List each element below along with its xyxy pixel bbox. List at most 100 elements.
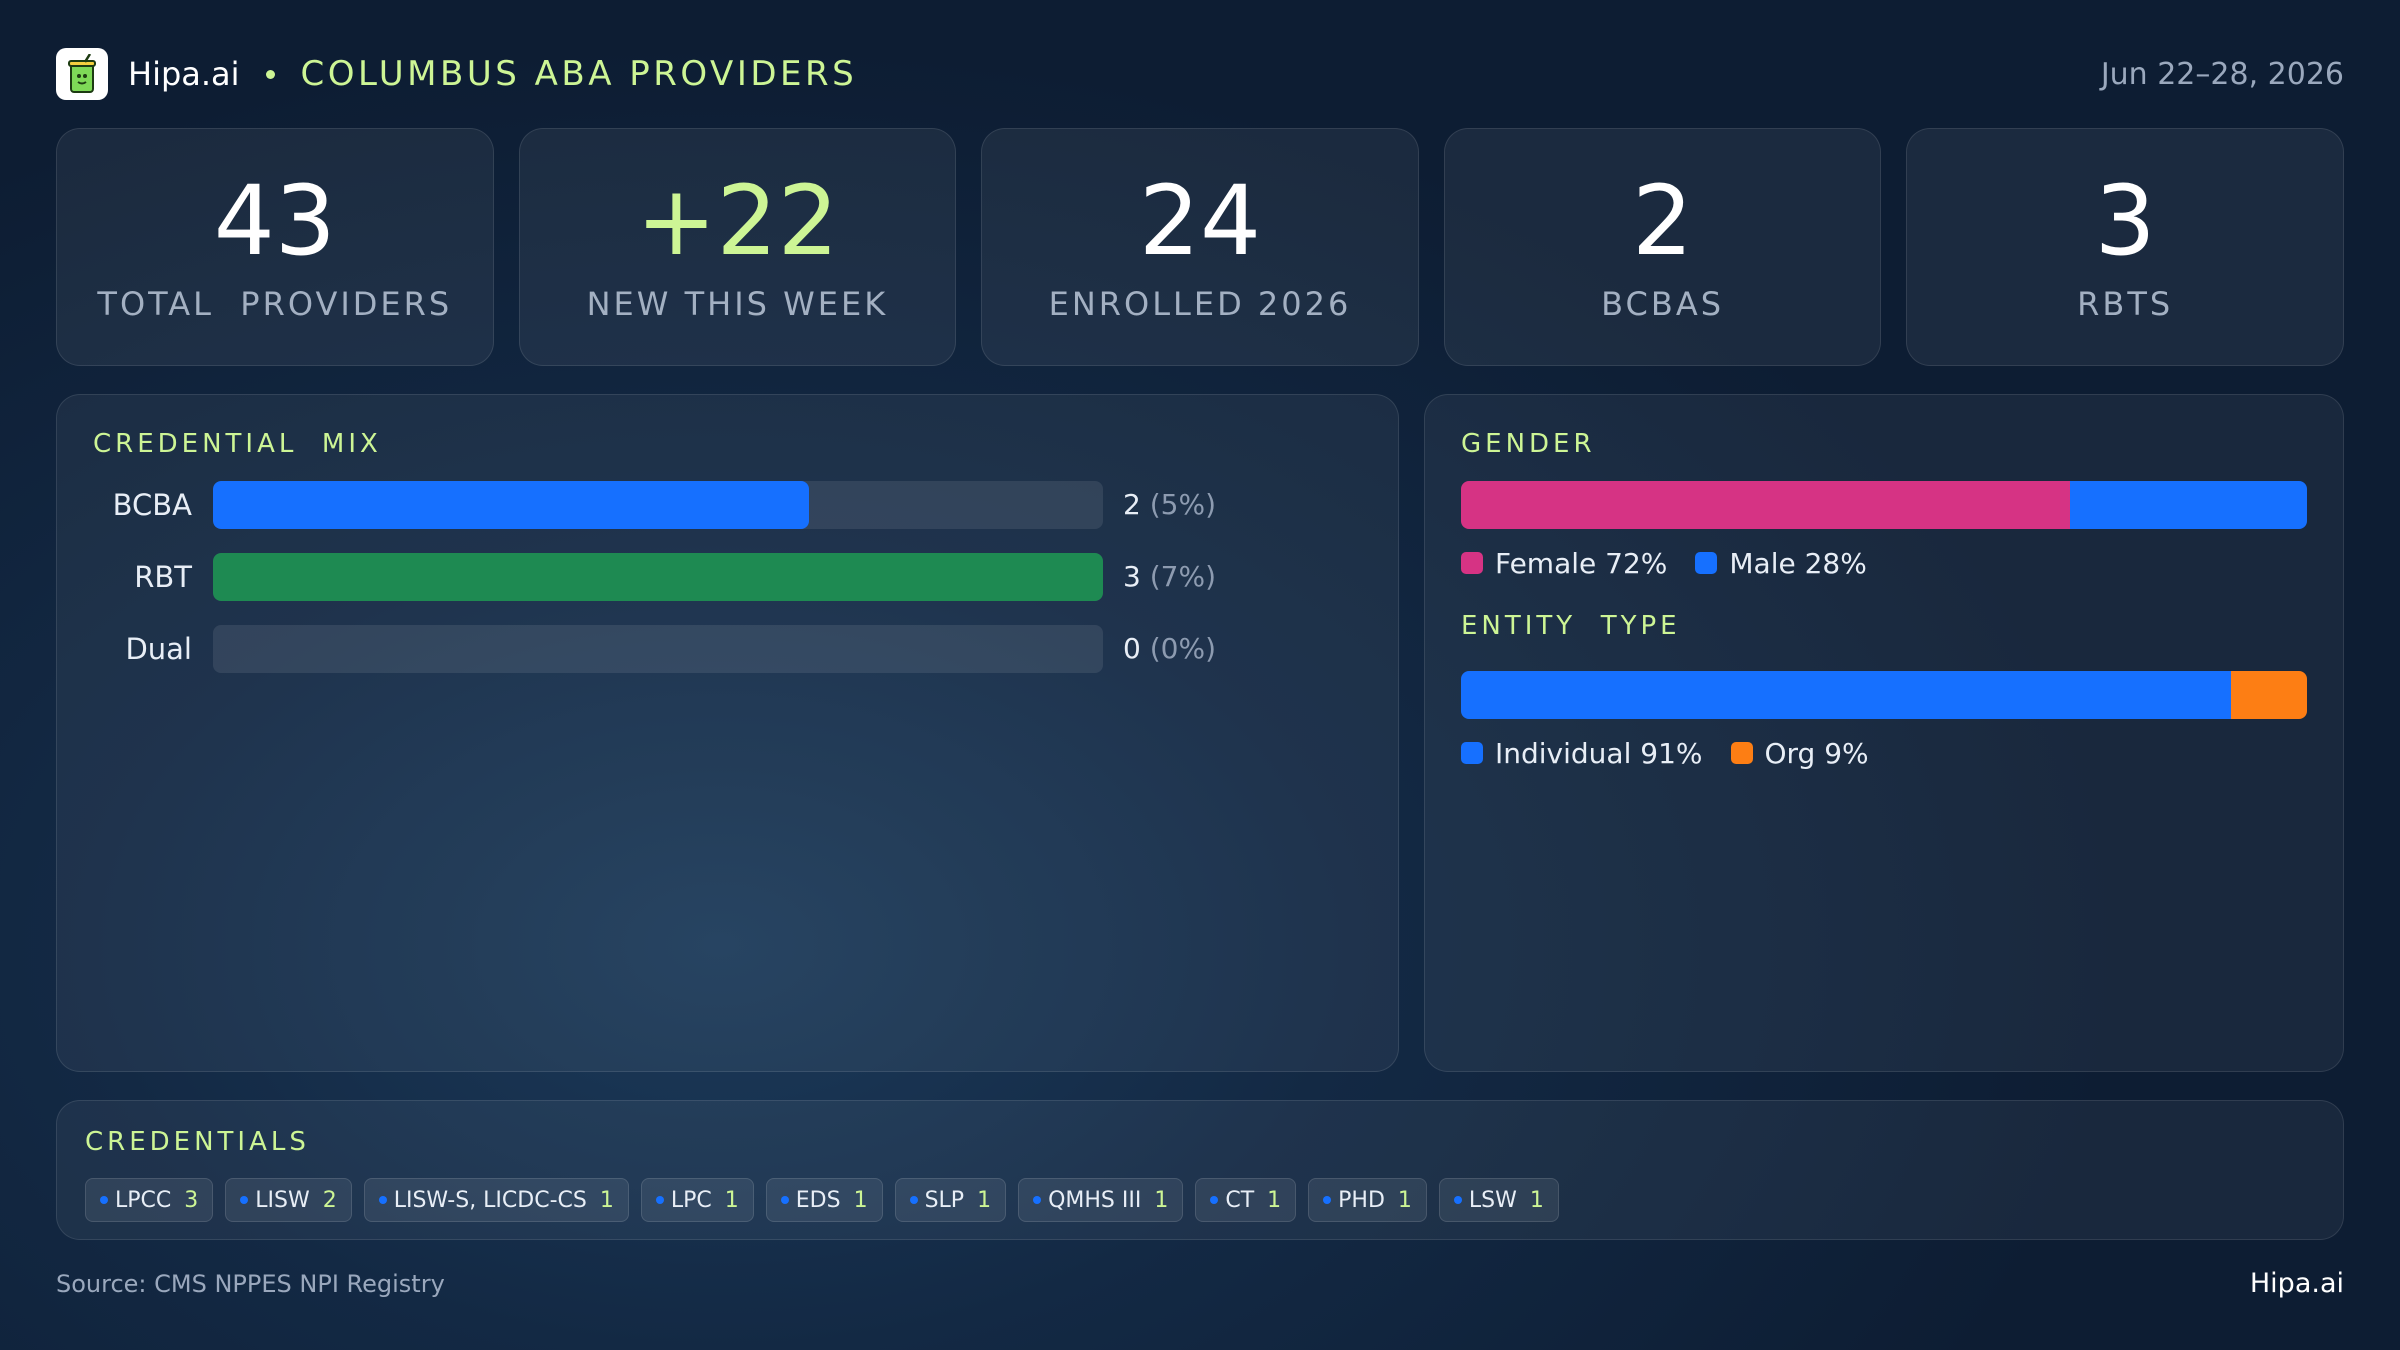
- chip-count: 3: [184, 1187, 199, 1213]
- mix-row-label: RBT: [134, 560, 192, 594]
- chip-name: CT: [1225, 1187, 1255, 1213]
- mix-row-value: 0 (0%): [1123, 625, 1216, 673]
- chip-name: LPC: [670, 1187, 712, 1213]
- panel-title: CREDENTIAL MIX: [93, 429, 382, 459]
- date-range: Jun 22–28, 2026: [2100, 56, 2344, 92]
- chip-count: 1: [977, 1187, 992, 1213]
- entity-segment-individual: [1461, 671, 2231, 719]
- credential-chip[interactable]: LISW-S, LICDC-CS 1: [363, 1178, 629, 1222]
- gender-title: GENDER: [1461, 429, 1596, 459]
- legend-item-org: Org 9%: [1730, 736, 1869, 770]
- chip-name: PHD: [1338, 1187, 1385, 1213]
- separator-dot: [265, 69, 275, 79]
- gender-legend: Female 72% Male 28%: [1461, 543, 1867, 583]
- credential-chip[interactable]: LPCC 3: [85, 1178, 214, 1222]
- kpi-label: TOTAL PROVIDERS: [97, 285, 453, 323]
- kpi-value: 43: [213, 165, 336, 277]
- chip-dot-icon: [240, 1196, 249, 1204]
- data-source-note: Source: CMS NPPES NPI Registry: [56, 1270, 445, 1298]
- chip-name: EDS: [795, 1187, 841, 1213]
- mix-bar-track: [213, 481, 1103, 529]
- chip-count: 1: [1529, 1187, 1544, 1213]
- entity-type-title: ENTITY TYPE: [1461, 611, 1681, 641]
- credential-mix-panel: CREDENTIAL MIX BCBA 2 (5%) RBT 3 (7%) Du…: [56, 394, 1399, 1072]
- mix-row-bcba: BCBA 2 (5%): [57, 481, 1398, 529]
- kpi-card-bcbas: 2 BCBAS: [1443, 128, 1882, 366]
- chip-dot-icon: [100, 1196, 108, 1204]
- demographics-panel: GENDER Female 72% Male 28% ENTITY TYPE I…: [1424, 394, 2344, 1072]
- gender-segment-male: [2070, 481, 2307, 529]
- chip-count: 1: [724, 1187, 739, 1213]
- chip-name: SLP: [924, 1187, 965, 1213]
- chip-dot-icon: [378, 1196, 387, 1204]
- legend-label: Individual 91%: [1495, 736, 1703, 770]
- credential-chip[interactable]: EDS 1: [765, 1178, 883, 1222]
- legend-swatch: [1461, 552, 1483, 574]
- kpi-label: RBTS: [2077, 285, 2174, 323]
- credential-chip[interactable]: PHD 1: [1308, 1178, 1427, 1222]
- mix-count: 3: [1123, 560, 1141, 593]
- chip-dot-icon: [1453, 1196, 1462, 1204]
- mix-row-label: Dual: [125, 632, 192, 666]
- mix-row-value: 2 (5%): [1123, 481, 1216, 529]
- kpi-label: BCBAS: [1601, 285, 1725, 323]
- entity-stacked-bar: [1461, 671, 2307, 719]
- gender-segment-female: [1461, 481, 2071, 529]
- credential-chip[interactable]: QMHS III 1: [1018, 1178, 1184, 1222]
- credential-chip[interactable]: LPC 1: [640, 1178, 754, 1222]
- header: Hipa.ai COLUMBUS ABA PROVIDERS Jun 22–28…: [56, 46, 2344, 102]
- credential-chip[interactable]: CT 1: [1195, 1178, 1297, 1222]
- chip-name: QMHS III: [1048, 1187, 1142, 1213]
- chip-name: LISW-S, LICDC-CS: [393, 1187, 587, 1213]
- credential-chip[interactable]: SLP 1: [894, 1178, 1007, 1222]
- kpi-card-total-providers: 43 TOTAL PROVIDERS: [56, 128, 494, 366]
- chip-dot-icon: [909, 1196, 918, 1204]
- legend-label: Org 9%: [1764, 736, 1869, 770]
- kpi-value: 2: [1632, 165, 1694, 277]
- chip-name: LPCC: [115, 1187, 172, 1213]
- chip-dot-icon: [655, 1196, 664, 1204]
- mix-bar-track: [213, 625, 1103, 673]
- entity-legend: Individual 91% Org 9%: [1461, 733, 1869, 773]
- chip-name: LISW: [255, 1187, 310, 1213]
- mix-row-dual: Dual 0 (0%): [57, 625, 1398, 673]
- legend-item-individual: Individual 91%: [1461, 737, 1703, 770]
- mix-row-rbt: RBT 3 (7%): [57, 553, 1398, 601]
- chip-count: 1: [853, 1187, 868, 1213]
- chip-dot-icon: [1210, 1196, 1219, 1204]
- kpi-value: +22: [636, 165, 839, 277]
- drink-cup-icon: [68, 54, 96, 93]
- mix-bar-track: [213, 553, 1103, 601]
- legend-swatch: [1730, 742, 1753, 764]
- mix-row-value: 3 (7%): [1123, 553, 1216, 601]
- credential-chip[interactable]: LISW 2: [225, 1178, 352, 1222]
- legend-label: Male 28%: [1729, 546, 1867, 580]
- mix-count: 2: [1123, 488, 1141, 521]
- chip-count: 1: [599, 1187, 614, 1213]
- mix-count: 0: [1123, 632, 1141, 665]
- chip-count: 2: [322, 1187, 337, 1213]
- legend-swatch: [1461, 742, 1483, 764]
- kpi-row: 43 TOTAL PROVIDERS +22 NEW THIS WEEK 24 …: [56, 128, 2344, 366]
- kpi-card-new-this-week: +22 NEW THIS WEEK: [518, 128, 957, 366]
- app-logo[interactable]: [56, 48, 108, 100]
- mix-percent: (7%): [1149, 560, 1217, 593]
- chip-count: 1: [1397, 1187, 1412, 1213]
- chip-count: 1: [1267, 1187, 1282, 1213]
- dashboard-title: COLUMBUS ABA PROVIDERS: [300, 54, 858, 94]
- credential-chip[interactable]: LSW 1: [1438, 1178, 1559, 1222]
- legend-item-female: Female 72%: [1461, 547, 1667, 580]
- entity-segment-org: [2230, 671, 2307, 719]
- kpi-card-enrolled-2026: 24 ENROLLED 2026: [981, 128, 1419, 366]
- kpi-label: ENROLLED 2026: [1048, 285, 1352, 323]
- mix-percent: (0%): [1149, 632, 1217, 665]
- legend-label: Female 72%: [1495, 546, 1668, 580]
- kpi-card-rbts: 3 RBTS: [1906, 128, 2344, 366]
- legend-swatch: [1695, 552, 1718, 574]
- gender-stacked-bar: [1461, 481, 2307, 529]
- chip-name: LSW: [1468, 1187, 1517, 1213]
- brand-name: Hipa.ai: [128, 55, 240, 93]
- chip-count: 1: [1154, 1187, 1169, 1213]
- credential-chip-list: LPCC 3 LISW 2 LISW-S, LICDC-CS 1 LPC 1 EDS 1 …: [85, 1178, 1559, 1222]
- chip-dot-icon: [1323, 1196, 1332, 1204]
